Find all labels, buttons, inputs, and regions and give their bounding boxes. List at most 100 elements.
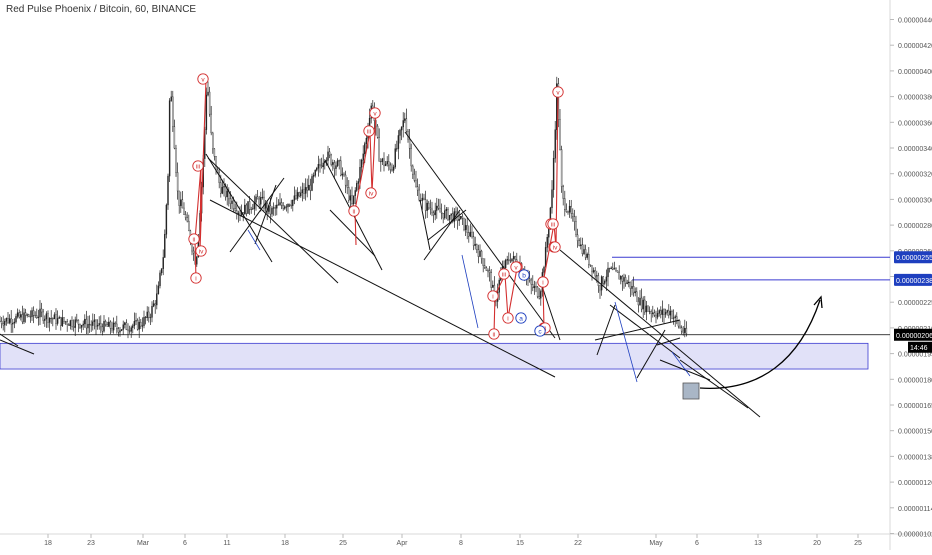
candle-body bbox=[317, 164, 320, 169]
pattern-line bbox=[614, 301, 638, 383]
candle-body bbox=[192, 250, 195, 254]
candle-body bbox=[252, 208, 254, 210]
candle-body bbox=[437, 205, 440, 209]
wave-label-badge bbox=[552, 86, 564, 98]
candle-body bbox=[578, 240, 580, 247]
y-tick-label: 0.00000400 bbox=[898, 69, 932, 76]
candle-body bbox=[336, 160, 339, 166]
candle-body bbox=[226, 190, 228, 198]
candle-body bbox=[103, 321, 105, 332]
wave-label-badge bbox=[369, 107, 381, 119]
x-tick-label: 23 bbox=[87, 540, 95, 547]
candle-body bbox=[149, 317, 152, 319]
candle-body bbox=[47, 313, 49, 323]
candle-body bbox=[464, 225, 467, 230]
x-tick-label: 20 bbox=[813, 540, 821, 547]
wave-label: i bbox=[195, 276, 196, 283]
level-price-label: 0.00000238 bbox=[896, 278, 932, 285]
candle-body bbox=[280, 202, 283, 206]
candle-body bbox=[133, 321, 136, 326]
candle-body bbox=[0, 320, 3, 324]
candle-body bbox=[290, 205, 292, 207]
candle-body bbox=[327, 151, 329, 161]
level-price-tag bbox=[894, 251, 932, 264]
wave-label: iv bbox=[369, 191, 374, 198]
candle-body bbox=[208, 91, 211, 115]
trendline bbox=[636, 329, 666, 379]
candle-body bbox=[333, 162, 336, 169]
y-tick-label: 0.00000138 bbox=[898, 454, 932, 461]
candle-body bbox=[320, 165, 323, 168]
candle-body bbox=[405, 118, 408, 132]
candle-body bbox=[128, 330, 131, 332]
candle-body bbox=[597, 275, 600, 286]
candle-body bbox=[588, 253, 590, 265]
wave-label-blue: b bbox=[522, 273, 526, 280]
countdown-tag bbox=[908, 341, 932, 353]
candle-body bbox=[95, 319, 97, 327]
candle-body bbox=[602, 276, 604, 284]
candle-body bbox=[381, 158, 384, 162]
candle-body bbox=[92, 321, 94, 326]
trendline bbox=[207, 157, 339, 284]
trendline bbox=[0, 339, 35, 355]
candle-body bbox=[232, 200, 235, 209]
candle-body bbox=[61, 317, 64, 326]
candle-body bbox=[564, 198, 566, 210]
candle-body bbox=[460, 216, 462, 220]
candle-body bbox=[677, 320, 680, 327]
candle-body bbox=[26, 314, 28, 316]
candle-body bbox=[146, 311, 148, 318]
candle-body bbox=[576, 234, 579, 241]
candle-body bbox=[256, 196, 259, 200]
x-tick-label: 8 bbox=[459, 540, 463, 547]
x-tick-label: 18 bbox=[44, 540, 52, 547]
candle-body bbox=[471, 231, 473, 237]
candle-body bbox=[415, 180, 417, 187]
candle-body bbox=[141, 325, 144, 327]
candle-body bbox=[100, 323, 102, 328]
candle-body bbox=[87, 323, 89, 329]
candle-body bbox=[532, 284, 534, 289]
trendline bbox=[596, 304, 616, 356]
candle-body bbox=[181, 199, 184, 209]
candle-body bbox=[272, 207, 275, 209]
candle-body bbox=[432, 212, 435, 216]
candle-body bbox=[223, 185, 225, 188]
candle-body bbox=[237, 212, 240, 214]
candle-body bbox=[628, 281, 630, 284]
chart-title: Red Pulse Phoenix / Bitcoin, 60, BINANCE bbox=[6, 4, 197, 15]
candle-body bbox=[492, 284, 494, 288]
candle-body bbox=[24, 312, 27, 316]
wave-label: i bbox=[492, 294, 493, 301]
wave-label-badge-blue bbox=[534, 325, 546, 337]
candle-body bbox=[388, 161, 390, 166]
candle-body bbox=[168, 100, 171, 177]
candle-body bbox=[101, 326, 104, 332]
candle-body bbox=[487, 270, 489, 272]
candle-body bbox=[322, 162, 324, 168]
candle-body bbox=[263, 196, 265, 209]
candle-body bbox=[84, 318, 86, 325]
candle-body bbox=[269, 205, 272, 215]
wave-label-blue: a bbox=[519, 316, 523, 323]
candle-body bbox=[562, 186, 564, 199]
candle-body bbox=[664, 312, 667, 315]
candle-body bbox=[445, 208, 448, 211]
candle-body bbox=[568, 205, 571, 213]
y-tick-label: 0.00000180 bbox=[898, 377, 932, 384]
candle-body bbox=[343, 173, 345, 176]
candle-body bbox=[442, 213, 444, 219]
wave-label: iii bbox=[551, 222, 555, 229]
candle-body bbox=[389, 164, 392, 170]
candle-body bbox=[117, 328, 120, 333]
y-tick-label: 0.00000126 bbox=[898, 480, 932, 487]
candle-body bbox=[488, 270, 491, 273]
wave-label-badge bbox=[348, 205, 360, 217]
candle-body bbox=[13, 321, 16, 324]
wave-label-badge-blue bbox=[518, 269, 530, 281]
candle-body bbox=[85, 318, 88, 329]
candle-body bbox=[160, 268, 163, 274]
